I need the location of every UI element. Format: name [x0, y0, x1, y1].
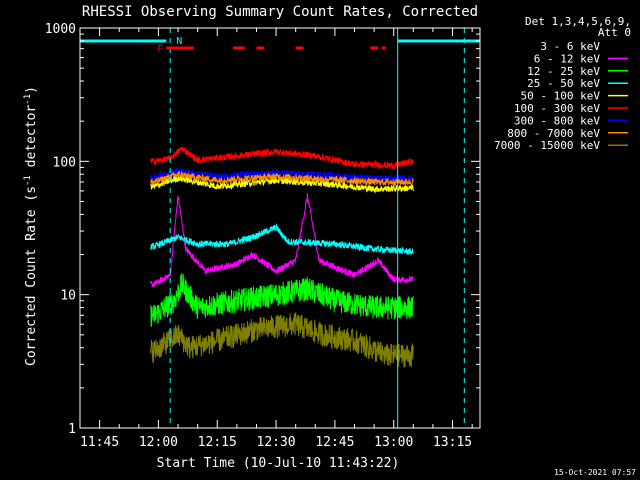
legend-label-9: 7000 - 15000 keV	[494, 139, 600, 152]
legend-label-5: 50 - 100 keV	[521, 90, 601, 103]
legend-header-line1: Det 1,3,4,5,6,9,	[525, 15, 631, 28]
y-tick-label-2: 10	[60, 289, 76, 304]
y-tick-label-4: 1000	[45, 22, 76, 37]
legend-label-3: 12 - 25 keV	[527, 65, 600, 78]
series-line-8	[150, 170, 414, 187]
series-line-6	[150, 146, 414, 171]
series-line-3	[150, 273, 414, 327]
legend-label-1: 3 - 6 keV	[540, 40, 600, 53]
x-tick-label-4: 12:30	[257, 435, 296, 450]
flare-flag-label: F	[157, 44, 163, 55]
x-tick-label-7: 13:15	[433, 435, 472, 450]
x-tick-label-1: 11:45	[80, 435, 119, 450]
series-line-9	[150, 312, 414, 368]
x-tick-label-5: 12:45	[315, 435, 354, 450]
footer-timestamp: 15-Oct-2021 07:57	[554, 468, 636, 477]
legend-label-4: 25 - 50 keV	[527, 77, 600, 90]
legend-label-7: 300 - 800 keV	[514, 114, 600, 127]
night-flag-label: N	[176, 36, 182, 47]
x-tick-label-3: 12:15	[198, 435, 237, 450]
y-tick-label-3: 100	[53, 155, 76, 170]
axes: 11:45 12:00 12:15 12:30 12:45 13:00 13:15 1 10 10…	[45, 22, 481, 450]
x-tick-label-6: 13:00	[374, 435, 413, 450]
legend-label-6: 100 - 300 keV	[514, 102, 600, 115]
chart-title: RHESSI Observing Summary Count Rates, Co…	[82, 4, 478, 20]
y-tick-label-1: 1	[68, 422, 76, 437]
series-line-4	[150, 223, 414, 256]
x-tick-label-2: 12:00	[139, 435, 178, 450]
plot-area: FN	[79, 28, 480, 428]
legend-label-2: 6 - 12 keV	[534, 52, 601, 65]
legend-header-line2: Att 0	[598, 26, 631, 39]
legend-label-8: 800 - 7000 keV	[507, 127, 600, 140]
y-axis-label: Corrected Count Rate (s-1 detector-1)	[23, 86, 39, 366]
x-axis-label: Start Time (10-Jul-10 11:43:22)	[157, 456, 400, 471]
plot-frame	[79, 27, 481, 429]
series-line-5	[150, 175, 414, 194]
series-line-2	[150, 193, 414, 288]
